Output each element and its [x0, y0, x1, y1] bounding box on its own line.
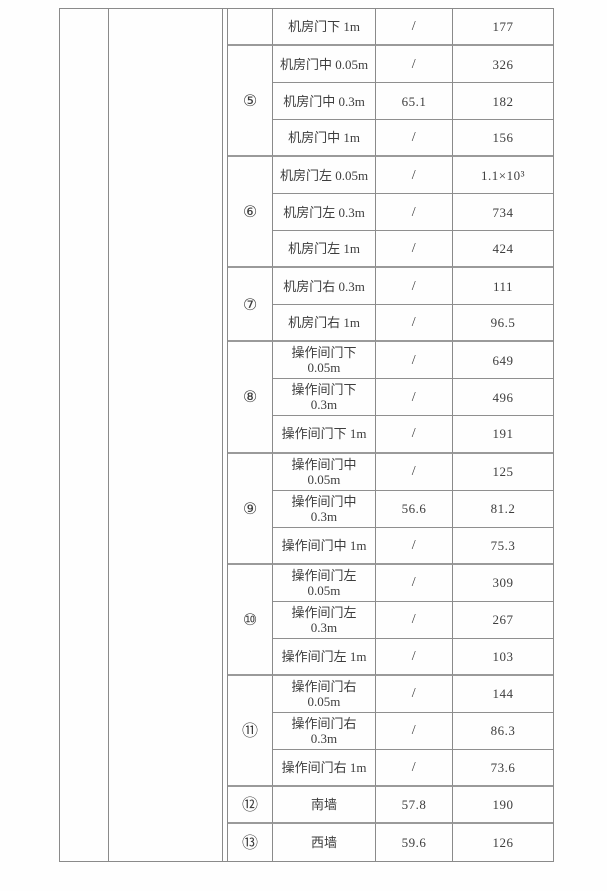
value-1-cell: /	[376, 194, 453, 232]
value-2-cell: 649	[453, 342, 553, 380]
value-2-cell: 156	[453, 120, 553, 158]
value-2-cell: 424	[453, 231, 553, 269]
value-1-cell: /	[376, 453, 453, 491]
measurement-location-cell: 操作间门右 0.3m	[273, 712, 376, 750]
point-group-number: ⑬	[228, 823, 273, 861]
value-2-cell: 125	[453, 454, 553, 491]
value-1-cell: 56.6	[376, 490, 453, 528]
value-1-cell: /	[376, 268, 453, 306]
value-2-cell: 144	[453, 676, 553, 713]
point-group-number: ⑫	[228, 786, 273, 824]
value-1-cell: /	[376, 157, 453, 195]
value-1-cell: /	[376, 638, 453, 676]
value-2-cell: 190	[453, 787, 553, 824]
measurement-location-cell: 南墙	[273, 786, 376, 824]
value-1-cell: /	[376, 564, 453, 602]
point-group-number: ⑧	[228, 342, 273, 454]
value-1-cell: /	[376, 601, 453, 639]
measurement-location-cell: 机房门中 0.3m	[273, 83, 376, 121]
value-1-cell: /	[376, 46, 453, 84]
value-2-cell: 81.2	[453, 491, 553, 528]
measurement-location-cell: 机房门中 0.05m	[273, 46, 376, 84]
value-1-cell: /	[376, 305, 453, 343]
measurement-table: 机房门下 1m/177 ⑤ 机房门中 0.05m/326 机房门中 0.3m 65.1 1…	[59, 8, 554, 862]
point-group-number: ⑤	[228, 46, 273, 158]
point-group-number: ⑪	[228, 675, 273, 787]
value-1-cell: /	[376, 120, 453, 158]
empty-left-column-1	[60, 9, 109, 861]
double-border-gap-column	[223, 9, 228, 861]
measurement-location-cell: 操作间门左 0.05m	[273, 564, 376, 602]
measurement-location-cell: 操作间门右 1m	[273, 749, 376, 787]
value-1-cell: 59.6	[376, 823, 453, 861]
value-1-cell: 57.8	[376, 786, 453, 824]
value-2-cell: 177	[453, 9, 553, 47]
value-2-cell: 496	[453, 379, 553, 417]
value-2-cell: 309	[453, 565, 553, 602]
value-1-cell: /	[376, 527, 453, 565]
value-2-cell: 1.1×10³	[453, 157, 553, 195]
point-group-number	[228, 9, 273, 47]
value-2-cell: 182	[453, 83, 553, 121]
measurement-location-cell: 机房门下 1m	[273, 9, 376, 47]
measurement-location-cell: 机房门左 0.3m	[273, 194, 376, 232]
measurement-location-cell: 操作间门下 1m	[273, 416, 376, 454]
value-1-cell: /	[376, 379, 453, 417]
value-1-cell: /	[376, 342, 453, 380]
measurement-location-cell: 西墙	[273, 823, 376, 861]
value-2-cell: 267	[453, 602, 553, 639]
point-group-number: ⑨	[228, 453, 273, 565]
value-2-cell: 73.6	[453, 750, 553, 787]
measurement-location-cell: 操作间门下 0.05m	[273, 342, 376, 380]
value-2-cell: 191	[453, 416, 553, 454]
point-group-number: ⑥	[228, 157, 273, 269]
value-2-cell: 734	[453, 194, 553, 232]
value-2-cell: 111	[453, 268, 553, 306]
measurement-location-cell: 操作间门左 0.3m	[273, 601, 376, 639]
value-2-cell: 126	[492, 834, 514, 850]
value-1-cell: /	[376, 749, 453, 787]
value-1-cell: /	[376, 9, 453, 47]
value-2-cell: 326	[453, 46, 553, 84]
point-group-number: ⑦	[228, 268, 273, 343]
point-group-number: ⑩	[228, 564, 273, 676]
value-2-cell: 75.3	[453, 528, 553, 565]
measurement-location-cell: 机房门左 1m	[273, 231, 376, 269]
measurement-location-cell: 机房门右 1m	[273, 305, 376, 343]
empty-left-column-2	[109, 9, 223, 861]
value-1-cell: 65.1	[376, 83, 453, 121]
value-1-cell: /	[376, 416, 453, 454]
measurement-location-cell: 操作间门左 1m	[273, 638, 376, 676]
value-2-cell: 103	[453, 639, 553, 676]
value-2-cell: 96.5	[453, 305, 553, 343]
value-2-cell: 86.3	[453, 713, 553, 750]
measurement-location-cell: 操作间门中 0.05m	[273, 453, 376, 491]
value-1-cell: /	[376, 712, 453, 750]
measurement-location-cell: 操作间门中 0.3m	[273, 490, 376, 528]
value-1-cell: /	[376, 675, 453, 713]
value-1-cell: /	[376, 231, 453, 269]
measurement-location-cell: 机房门右 0.3m	[273, 268, 376, 306]
measurement-location-cell: 操作间门下 0.3m	[273, 379, 376, 417]
measurement-location-cell: 机房门中 1m	[273, 120, 376, 158]
measurement-location-cell: 操作间门右 0.05m	[273, 675, 376, 713]
measurement-location-cell: 机房门左 0.05m	[273, 157, 376, 195]
measurement-location-cell: 操作间门中 1m	[273, 527, 376, 565]
